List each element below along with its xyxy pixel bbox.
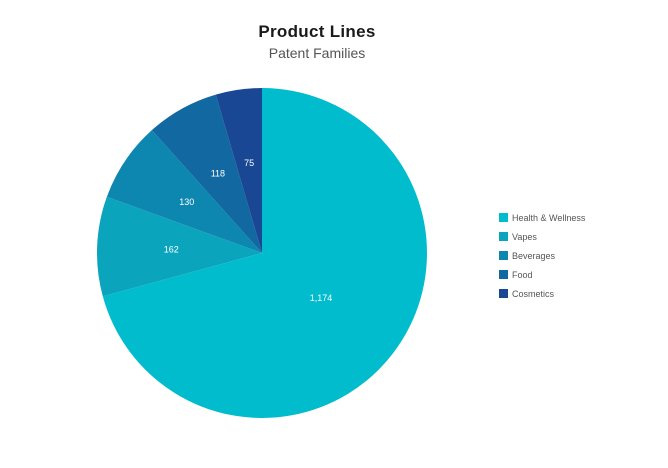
legend-label: Beverages <box>512 250 556 261</box>
legend-label: Cosmetics <box>512 288 555 299</box>
legend-swatch <box>499 213 508 222</box>
pie-slice-food[interactable] <box>151 94 262 254</box>
slice-value-label: 118 <box>211 169 225 179</box>
legend-swatch <box>499 232 508 241</box>
pie-slice-beverages[interactable] <box>106 130 263 253</box>
slice-value-label: 162 <box>164 244 179 254</box>
legend-swatch <box>499 270 508 279</box>
legend-label: Food <box>512 269 533 280</box>
legend-item[interactable]: Vapes <box>499 227 585 246</box>
legend-item[interactable]: Food <box>499 265 585 284</box>
legend-label: Vapes <box>512 231 537 242</box>
slice-value-label: 75 <box>244 158 254 168</box>
pie-slice-vapes[interactable] <box>96 196 262 297</box>
legend-item[interactable]: Cosmetics <box>499 284 585 303</box>
slice-value-label: 130 <box>179 197 194 207</box>
legend-swatch <box>499 289 508 298</box>
pie-slice-health-wellness[interactable] <box>102 88 428 418</box>
pie-slice-cosmetics[interactable] <box>215 88 262 253</box>
legend-swatch <box>499 251 508 260</box>
legend-label: Health & Wellness <box>512 212 586 223</box>
chart-title: Product Lines <box>258 22 376 41</box>
chart-subtitle: Patent Families <box>268 45 366 61</box>
legend-item[interactable]: Beverages <box>499 246 585 265</box>
legend: Health & Wellness Vapes Beverages Food Cosme… <box>499 208 585 303</box>
slice-value-label: 1,174 <box>310 293 333 303</box>
legend-item[interactable]: Health & Wellness <box>499 208 585 227</box>
